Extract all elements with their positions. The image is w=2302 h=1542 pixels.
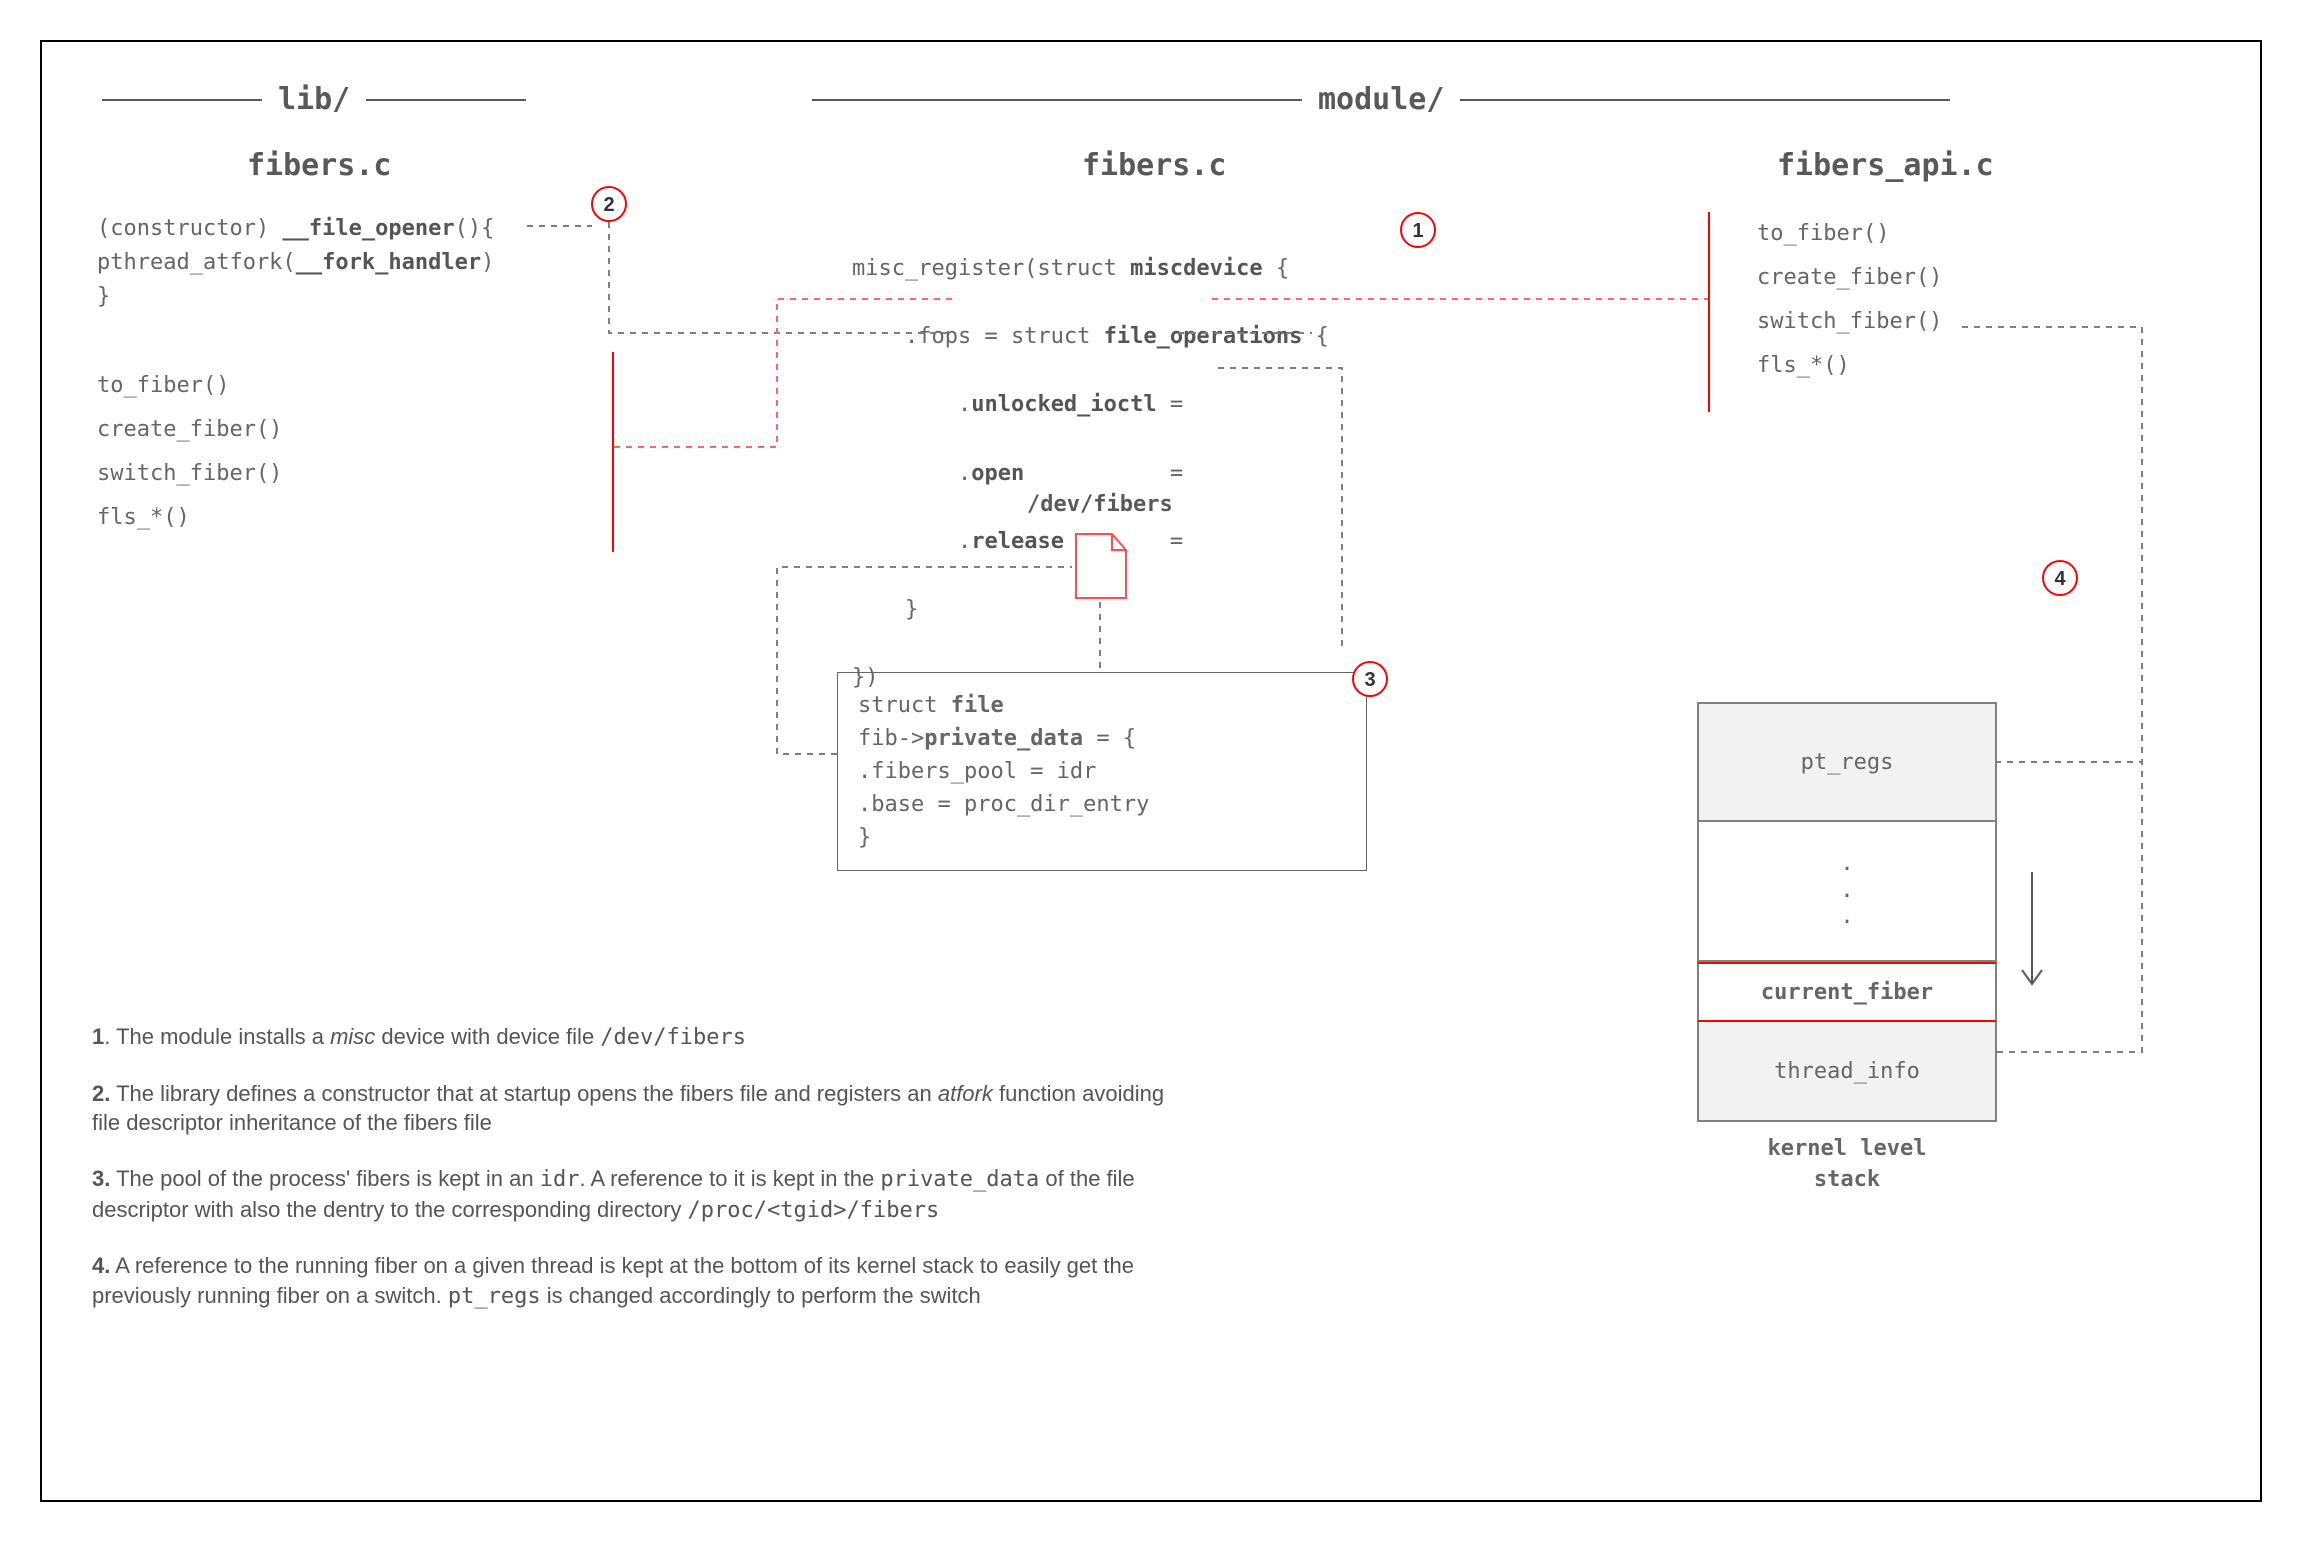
stack-cell-current: current_fiber bbox=[1697, 962, 1997, 1022]
api-red-bracket bbox=[1708, 212, 1710, 412]
badge-2: 2 bbox=[591, 186, 627, 222]
api-func: to_fiber() bbox=[1757, 212, 1942, 256]
badge-4: 4 bbox=[2042, 560, 2078, 596]
stack-cell: pt_regs bbox=[1697, 702, 1997, 822]
header-module: module/ bbox=[812, 82, 1950, 117]
stack-cell-dots: ... bbox=[1697, 822, 1997, 962]
lib-func-list: to_fiber() create_fiber() switch_fiber()… bbox=[97, 364, 282, 540]
header-module-label: module/ bbox=[1318, 82, 1444, 117]
dev-path-label: /dev/fibers bbox=[1027, 492, 1173, 517]
stack-cell: thread_info bbox=[1697, 1022, 1997, 1122]
lib-func: to_fiber() bbox=[97, 364, 282, 408]
badge-3: 3 bbox=[1352, 661, 1388, 697]
api-func: switch_fiber() bbox=[1757, 300, 1942, 344]
lib-func: create_fiber() bbox=[97, 408, 282, 452]
header-lib-label: lib/ bbox=[278, 82, 350, 117]
notes-block: 1. The module installs a misc device wit… bbox=[92, 1022, 1192, 1338]
kernel-stack: pt_regs ... current_fiber thread_info ke… bbox=[1697, 702, 1997, 1196]
lib-func: switch_fiber() bbox=[97, 452, 282, 496]
lib-func: fls_*() bbox=[97, 496, 282, 540]
note-4: 4. A reference to the running fiber on a… bbox=[92, 1251, 1192, 1311]
badge-1: 1 bbox=[1400, 212, 1436, 248]
note-3: 3. The pool of the process' fibers is ke… bbox=[92, 1164, 1192, 1225]
header-lib: lib/ bbox=[102, 82, 526, 117]
filetitle-lib-fibers: fibers.c bbox=[247, 148, 392, 183]
file-icon bbox=[1074, 532, 1128, 600]
note-2: 2. The library defines a constructor tha… bbox=[92, 1079, 1192, 1138]
struct-file-box: struct file fib->private_data = { .fiber… bbox=[837, 672, 1367, 871]
filetitle-mod-fibers: fibers.c bbox=[1082, 148, 1227, 183]
diagram-frame: lib/ module/ fibers.c fibers.c fibers_ap… bbox=[40, 40, 2262, 1502]
api-func: create_fiber() bbox=[1757, 256, 1942, 300]
lib-constructor: (constructor) __file_opener(){ pthread_a… bbox=[97, 212, 494, 314]
api-func: fls_*() bbox=[1757, 344, 1942, 388]
note-1: 1. The module installs a misc device wit… bbox=[92, 1022, 1192, 1053]
api-func-list: to_fiber() create_fiber() switch_fiber()… bbox=[1757, 212, 1942, 388]
filetitle-mod-api: fibers_api.c bbox=[1777, 148, 1994, 183]
lib-red-bracket bbox=[612, 352, 614, 552]
stack-caption: kernel level stack bbox=[1697, 1134, 1997, 1196]
